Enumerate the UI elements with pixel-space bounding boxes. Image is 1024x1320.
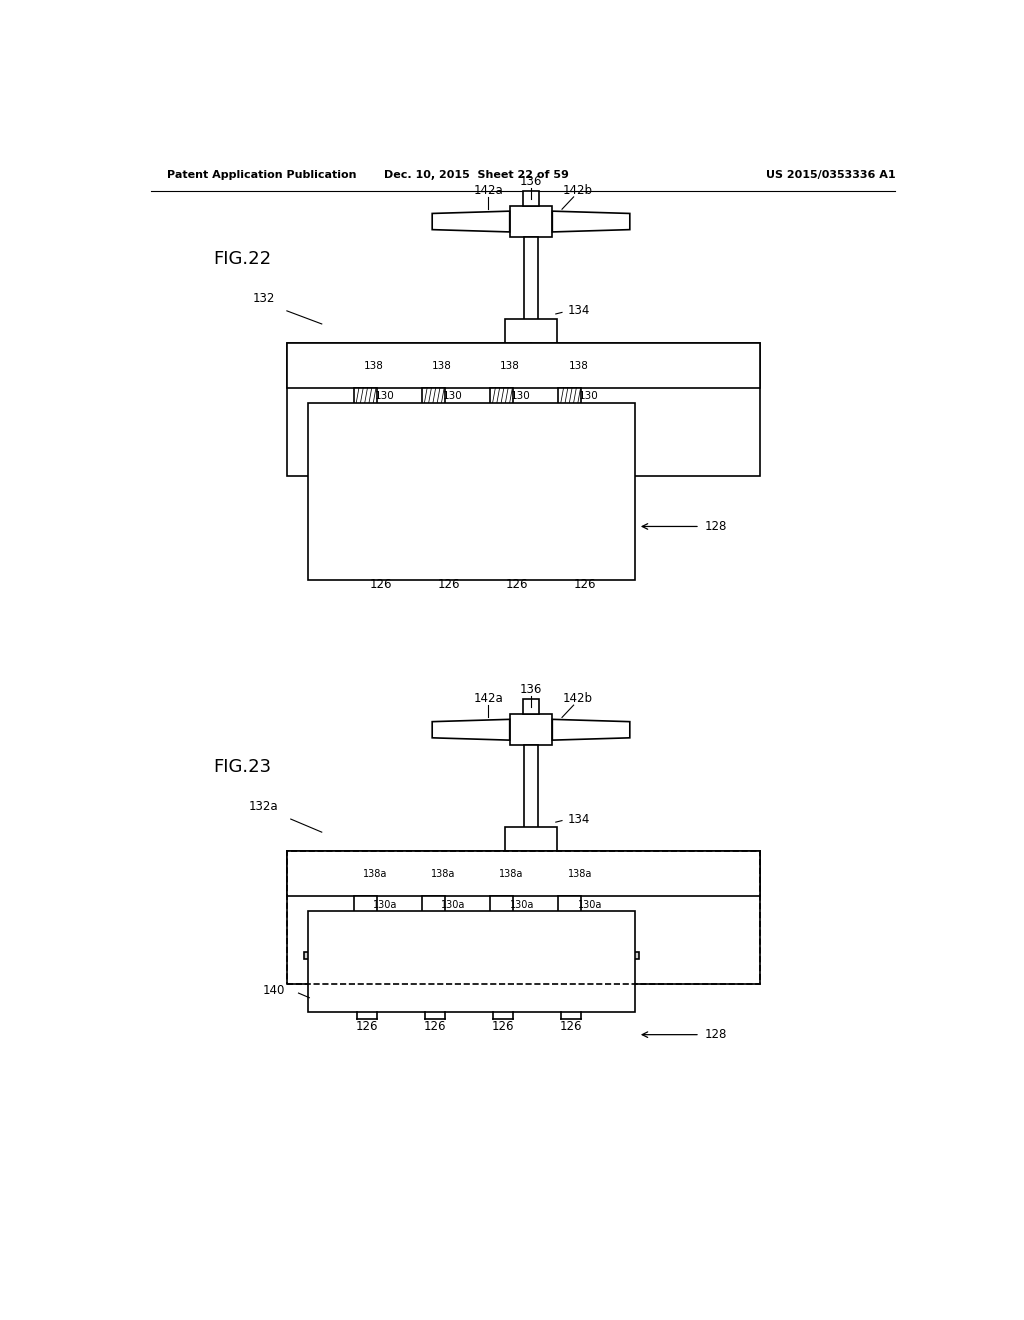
Polygon shape xyxy=(552,719,630,741)
Text: 128: 128 xyxy=(705,1028,727,1041)
Text: FIG.23: FIG.23 xyxy=(213,758,271,776)
Text: 136: 136 xyxy=(520,176,542,187)
Text: US 2015/0353336 A1: US 2015/0353336 A1 xyxy=(766,170,895,180)
Text: 138a: 138a xyxy=(500,869,524,879)
Bar xyxy=(495,913,512,928)
Text: FIG.22: FIG.22 xyxy=(213,249,271,268)
Bar xyxy=(510,714,552,744)
Text: Patent Application Publication: Patent Application Publication xyxy=(167,170,356,180)
Bar xyxy=(510,206,552,238)
Bar xyxy=(505,318,557,350)
Text: 126: 126 xyxy=(492,1020,514,1034)
Bar xyxy=(287,851,760,983)
Polygon shape xyxy=(552,211,630,232)
Text: 142a: 142a xyxy=(473,185,503,197)
Bar xyxy=(411,928,459,990)
Text: 138: 138 xyxy=(500,360,520,371)
Bar xyxy=(343,928,391,990)
Text: 130: 130 xyxy=(511,391,530,401)
Bar xyxy=(287,851,760,896)
Text: 130a: 130a xyxy=(578,899,602,909)
Bar xyxy=(287,343,760,388)
Text: 130: 130 xyxy=(580,391,599,401)
Text: 134: 134 xyxy=(568,813,590,825)
Bar xyxy=(524,744,538,830)
Bar xyxy=(353,896,377,913)
Polygon shape xyxy=(432,211,510,232)
Bar xyxy=(422,388,445,405)
Text: 140: 140 xyxy=(262,983,285,997)
Text: 132a: 132a xyxy=(249,800,279,813)
Text: 126: 126 xyxy=(574,578,597,591)
Text: 138a: 138a xyxy=(364,869,387,879)
Bar xyxy=(422,896,445,913)
Bar xyxy=(308,404,635,579)
Bar xyxy=(287,343,760,475)
Polygon shape xyxy=(432,719,510,741)
Text: 126: 126 xyxy=(370,578,392,591)
Bar xyxy=(524,238,538,322)
Text: 142a: 142a xyxy=(473,693,503,705)
Bar xyxy=(489,896,513,913)
Text: 136: 136 xyxy=(520,684,542,696)
Bar xyxy=(304,952,639,960)
Text: 126: 126 xyxy=(424,1020,446,1034)
Text: 142b: 142b xyxy=(562,693,593,705)
Text: 126: 126 xyxy=(506,578,528,591)
Text: 130: 130 xyxy=(442,391,463,401)
Bar xyxy=(523,700,539,714)
Text: 126: 126 xyxy=(437,578,460,591)
Text: 130a: 130a xyxy=(510,899,534,909)
Bar xyxy=(358,913,375,928)
Bar xyxy=(563,913,580,928)
Text: 138: 138 xyxy=(364,360,384,371)
Bar xyxy=(479,928,527,990)
Text: 138: 138 xyxy=(432,360,452,371)
Text: 134: 134 xyxy=(568,305,590,317)
Bar xyxy=(287,851,760,983)
Text: 128: 128 xyxy=(705,520,727,533)
Text: 130: 130 xyxy=(375,391,394,401)
Text: 138a: 138a xyxy=(567,869,592,879)
Text: 132: 132 xyxy=(253,292,274,305)
Bar xyxy=(308,911,635,1011)
Text: 130a: 130a xyxy=(373,899,397,909)
Text: 126: 126 xyxy=(355,1020,378,1034)
Bar xyxy=(426,913,443,928)
Bar xyxy=(505,826,557,858)
Text: 138: 138 xyxy=(568,360,588,371)
Text: 130a: 130a xyxy=(441,899,466,909)
Text: 138a: 138a xyxy=(431,869,456,879)
Bar xyxy=(558,896,582,913)
Text: 126: 126 xyxy=(560,1020,583,1034)
Bar xyxy=(558,388,582,405)
Bar xyxy=(489,388,513,405)
Bar xyxy=(547,928,595,990)
Bar xyxy=(523,191,539,206)
Bar xyxy=(353,388,377,405)
Text: 142b: 142b xyxy=(562,185,593,197)
Text: Dec. 10, 2015  Sheet 22 of 59: Dec. 10, 2015 Sheet 22 of 59 xyxy=(384,170,569,180)
